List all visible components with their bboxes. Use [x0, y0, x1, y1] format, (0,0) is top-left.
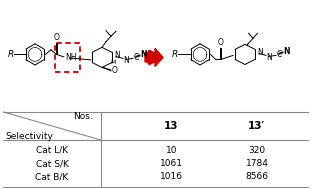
FancyArrow shape [145, 48, 163, 67]
Text: NH: NH [65, 53, 76, 62]
Text: 10: 10 [166, 146, 177, 155]
Text: O: O [111, 66, 117, 75]
Text: Cat L/K: Cat L/K [36, 146, 68, 155]
Text: N: N [257, 48, 263, 57]
Text: C: C [277, 50, 282, 59]
Text: N: N [266, 53, 272, 62]
Text: O: O [217, 38, 223, 47]
Text: 1784: 1784 [246, 159, 268, 168]
Text: 13: 13 [164, 121, 178, 131]
Text: 13′: 13′ [248, 121, 266, 131]
Text: Selectivity: Selectivity [5, 132, 53, 141]
Text: 1061: 1061 [160, 159, 183, 168]
Text: Cat B/K: Cat B/K [36, 172, 69, 181]
Text: Cat S/K: Cat S/K [36, 159, 68, 168]
Text: 320: 320 [248, 146, 266, 155]
Text: 8566: 8566 [246, 172, 268, 181]
Text: 1016: 1016 [160, 172, 183, 181]
Text: N: N [284, 47, 290, 56]
Text: N: N [124, 56, 129, 65]
Text: C: C [134, 53, 139, 62]
Text: N: N [115, 51, 120, 60]
Text: R: R [7, 50, 14, 59]
Text: O: O [54, 33, 60, 42]
Text: N: N [140, 50, 147, 59]
Text: Nos.: Nos. [73, 112, 92, 121]
Text: R: R [172, 50, 178, 59]
Text: M: M [110, 60, 116, 65]
